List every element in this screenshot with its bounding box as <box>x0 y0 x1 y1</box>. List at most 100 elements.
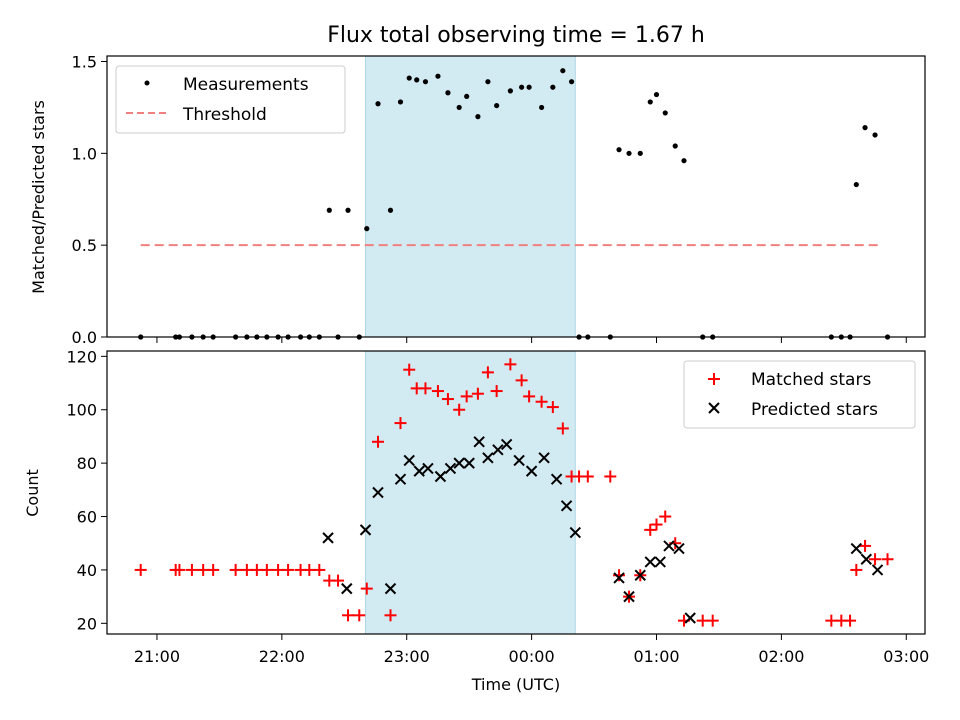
ratio-y-tick-label: 1.0 <box>72 144 97 163</box>
measurements-point <box>550 84 556 90</box>
matched-stars-point <box>360 582 373 595</box>
measurements-point <box>539 104 545 111</box>
matched-stars-point <box>546 401 559 414</box>
measurements-point <box>494 102 500 109</box>
matched-stars-point <box>490 385 503 398</box>
predicted-stars-point <box>500 438 513 451</box>
measurements-point <box>422 79 429 85</box>
predicted-stars-point <box>372 486 384 499</box>
matched-stars-point <box>535 395 548 408</box>
predicted-stars-point <box>394 473 407 485</box>
matched-stars-point <box>384 609 397 622</box>
predicted-stars-point <box>569 526 582 539</box>
matched-stars-point <box>453 403 466 416</box>
predicted-stars-point <box>871 564 884 576</box>
measurements-point <box>345 207 351 213</box>
predicted-stars-point <box>413 465 425 477</box>
matched-stars-point <box>515 374 528 387</box>
predicted-stars-point <box>684 612 696 624</box>
measurements-point <box>397 99 404 105</box>
matched-stars-point <box>134 563 147 576</box>
matched-stars-point <box>523 390 536 403</box>
measurements-point <box>464 93 470 100</box>
matched-stars-point <box>644 523 657 536</box>
predicted-stars-legend-marker <box>708 402 720 414</box>
ratio-y-axis-label: Matched/Predicted stars <box>29 100 48 294</box>
measurements-point <box>456 104 462 111</box>
matched-stars-point <box>659 510 672 523</box>
predicted-stars-point <box>538 452 550 464</box>
matched-stars-point <box>431 385 444 398</box>
ratio-y-tick-label: 0.0 <box>72 328 97 347</box>
predicted-stars-point <box>673 542 685 555</box>
measurements-point <box>662 110 668 116</box>
ratio-y-tick-label: 1.5 <box>72 53 97 72</box>
predicted-stars-point <box>860 553 873 565</box>
count-legend-box <box>683 360 916 429</box>
measurements-point <box>853 181 859 188</box>
ratio-legend-box <box>115 65 346 134</box>
matched-stars-point <box>471 387 484 400</box>
matched-stars-point <box>604 470 617 483</box>
measurements-point <box>475 114 481 120</box>
matched-stars-point <box>185 563 198 576</box>
ratio-y-tick-label: 0.5 <box>72 236 97 255</box>
matched-stars-point <box>504 358 517 371</box>
matched-stars-point <box>881 553 894 566</box>
measurements-point <box>445 90 451 96</box>
predicted-stars-point <box>623 590 635 603</box>
matched-stars-point <box>353 609 366 622</box>
x-axis-label: Time (UTC) <box>471 675 560 694</box>
predicted-stars-point <box>422 462 434 475</box>
matched-stars-point <box>706 614 719 627</box>
matched-stars-point <box>844 614 857 627</box>
x-tick-label: 00:00 <box>509 647 555 666</box>
measurements-point <box>626 150 632 156</box>
measurements-point <box>364 226 370 232</box>
measurements-point <box>326 207 332 213</box>
chart-title: Flux total observing time = 1.67 h <box>327 23 705 48</box>
matched-stars-point <box>207 563 220 576</box>
threshold-legend-label: Threshold <box>182 105 267 125</box>
measurements-point <box>387 207 394 213</box>
measurements-point <box>616 147 622 153</box>
x-tick-label: 03:00 <box>883 647 929 666</box>
predicted-stars-point <box>322 532 334 544</box>
matched-stars-point <box>581 470 594 483</box>
count-y-tick-label: 120 <box>66 347 97 366</box>
predicted-stars-point <box>492 444 504 456</box>
matched-stars-legend-marker <box>708 373 720 385</box>
matched-stars-point <box>556 422 569 435</box>
x-tick-label: 22:00 <box>259 647 305 666</box>
matched-stars-point <box>869 553 882 566</box>
measurements-point <box>375 101 381 107</box>
predicted-stars-point <box>434 470 447 483</box>
predicted-stars-point <box>482 452 494 464</box>
matched-stars-point <box>419 382 432 395</box>
predicted-stars-point <box>644 556 656 568</box>
predicted-stars-point <box>634 569 646 581</box>
measurements-point <box>681 158 687 164</box>
x-tick-label: 01:00 <box>633 647 679 666</box>
count-panel: 20 40 60 80 100 120 21:00 22:00 23:00 00:00 01:00 0… <box>23 347 929 694</box>
measurements-legend-label: Measurements <box>183 75 309 95</box>
count-y-tick-label: 100 <box>66 401 97 420</box>
matched-stars-point <box>403 363 416 376</box>
matched-stars-point <box>850 563 863 576</box>
predicted-stars-point <box>513 454 525 467</box>
matched-stars-point <box>481 366 494 379</box>
measurements-point <box>637 150 643 156</box>
matched-stars-point <box>460 390 473 403</box>
predicted-stars-point <box>473 436 485 448</box>
measurements-point <box>435 73 441 79</box>
measurements-point <box>414 77 420 83</box>
matched-stars-point <box>342 609 355 622</box>
measurements-point <box>672 143 678 149</box>
predicted-stars-point <box>359 524 372 536</box>
matched-stars-point <box>282 563 295 576</box>
matched-stars-point <box>229 563 242 576</box>
predicted-stars-point <box>850 542 863 555</box>
count-panel-frame <box>106 350 926 635</box>
measurements-legend-marker <box>144 80 150 86</box>
predicted-stars-point <box>560 500 573 512</box>
